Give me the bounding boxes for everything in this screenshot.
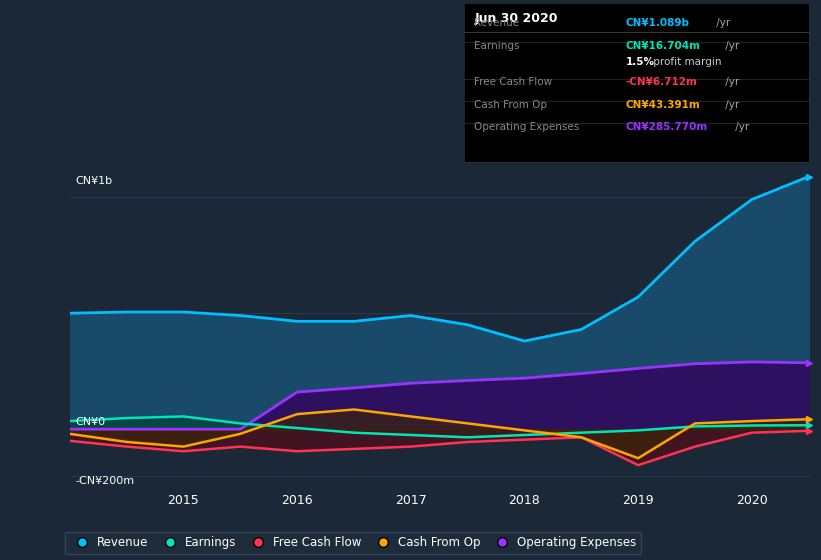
Text: CN¥0: CN¥0 [76,417,106,427]
Text: CN¥285.770m: CN¥285.770m [626,122,709,132]
Text: CN¥1.089b: CN¥1.089b [626,18,690,29]
Text: Revenue: Revenue [475,18,520,29]
Text: Jun 30 2020: Jun 30 2020 [475,12,557,25]
Text: /yr: /yr [713,18,730,29]
Text: Cash From Op: Cash From Op [475,100,548,110]
Text: /yr: /yr [722,77,740,87]
Text: Earnings: Earnings [475,41,520,51]
Text: /yr: /yr [722,41,740,51]
Text: CN¥16.704m: CN¥16.704m [626,41,701,51]
Text: Free Cash Flow: Free Cash Flow [475,77,553,87]
Text: CN¥1b: CN¥1b [76,176,112,185]
Text: profit margin: profit margin [650,57,722,67]
Legend: Revenue, Earnings, Free Cash Flow, Cash From Op, Operating Expenses: Revenue, Earnings, Free Cash Flow, Cash … [65,531,641,554]
Text: -CN¥200m: -CN¥200m [76,476,135,486]
Text: Operating Expenses: Operating Expenses [475,122,580,132]
Text: /yr: /yr [732,122,750,132]
Text: 1.5%: 1.5% [626,57,655,67]
Text: CN¥43.391m: CN¥43.391m [626,100,700,110]
Text: /yr: /yr [722,100,740,110]
Text: -CN¥6.712m: -CN¥6.712m [626,77,698,87]
